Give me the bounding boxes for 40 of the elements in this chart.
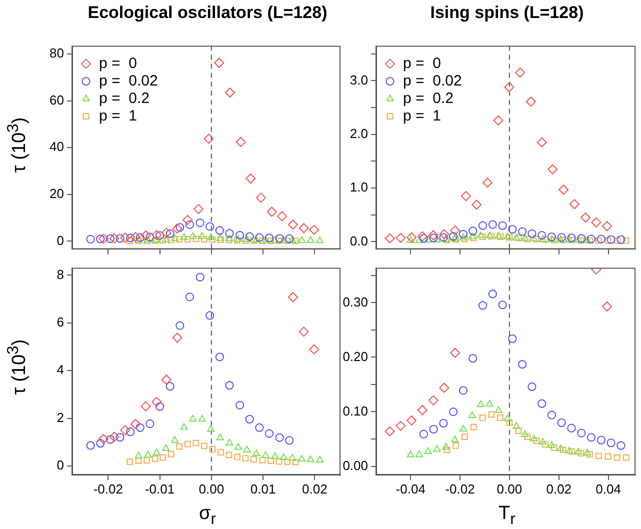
y-tick-label: 0 [56, 458, 64, 473]
chart-title: Ecological oscillators (L=128) [86, 3, 328, 23]
legend-label: p = 0.02 [403, 72, 462, 90]
y-tick-label: 0.0 [350, 233, 368, 248]
x-tick-label: 0.00 [496, 481, 522, 496]
x-tick-label: 0.02 [546, 481, 572, 496]
y-tick-label: 4 [56, 362, 64, 378]
legend-label: p = 0 [99, 54, 137, 72]
y-tick-label: 0 [56, 232, 64, 248]
x-axis-title: T$_{r}$ [498, 503, 516, 529]
legend-label: p = 1 [403, 107, 441, 124]
y-tick-label: 2.0 [350, 126, 368, 141]
y-tick-label: 0.00 [342, 458, 368, 473]
x-tick-label: 0.02 [302, 481, 328, 496]
legend-label: p = 0 [403, 54, 441, 72]
x-tick-label: -0.01 [144, 481, 175, 496]
x-axis-title: σ$_{r}$ [198, 503, 217, 529]
y-tick-label: 3.0 [350, 72, 368, 88]
legend-label: p = 0.02 [99, 72, 158, 90]
chart-title: Ising spins (L=128) [429, 3, 585, 23]
y-tick-label: 6 [56, 314, 64, 330]
y-tick-label: 20 [50, 186, 64, 202]
x-tick-label: -0.02 [445, 481, 475, 496]
x-tick-label: 0.01 [250, 481, 276, 496]
y-tick-label: 0.10 [342, 403, 368, 418]
y-tick-label: 0.30 [342, 294, 368, 310]
x-tick-label: -0.04 [396, 481, 426, 496]
legend-label: p = 1 [99, 107, 137, 124]
y-tick-label: 60 [50, 92, 64, 108]
legend-label: p = 0.2 [99, 90, 150, 107]
y-tick-label: 40 [50, 139, 64, 154]
y-tick-label: 0.20 [342, 348, 368, 364]
x-tick-label: -0.02 [93, 481, 123, 496]
y-tick-label: 8 [56, 266, 64, 282]
y-tick-label: 2 [56, 410, 64, 425]
legend-label: p = 0.2 [403, 90, 454, 107]
y-tick-label: 80 [50, 46, 64, 61]
x-tick-label: 0.00 [198, 481, 224, 496]
y-tick-label: 1.0 [350, 180, 368, 195]
x-tick-label: 0.04 [596, 481, 621, 496]
